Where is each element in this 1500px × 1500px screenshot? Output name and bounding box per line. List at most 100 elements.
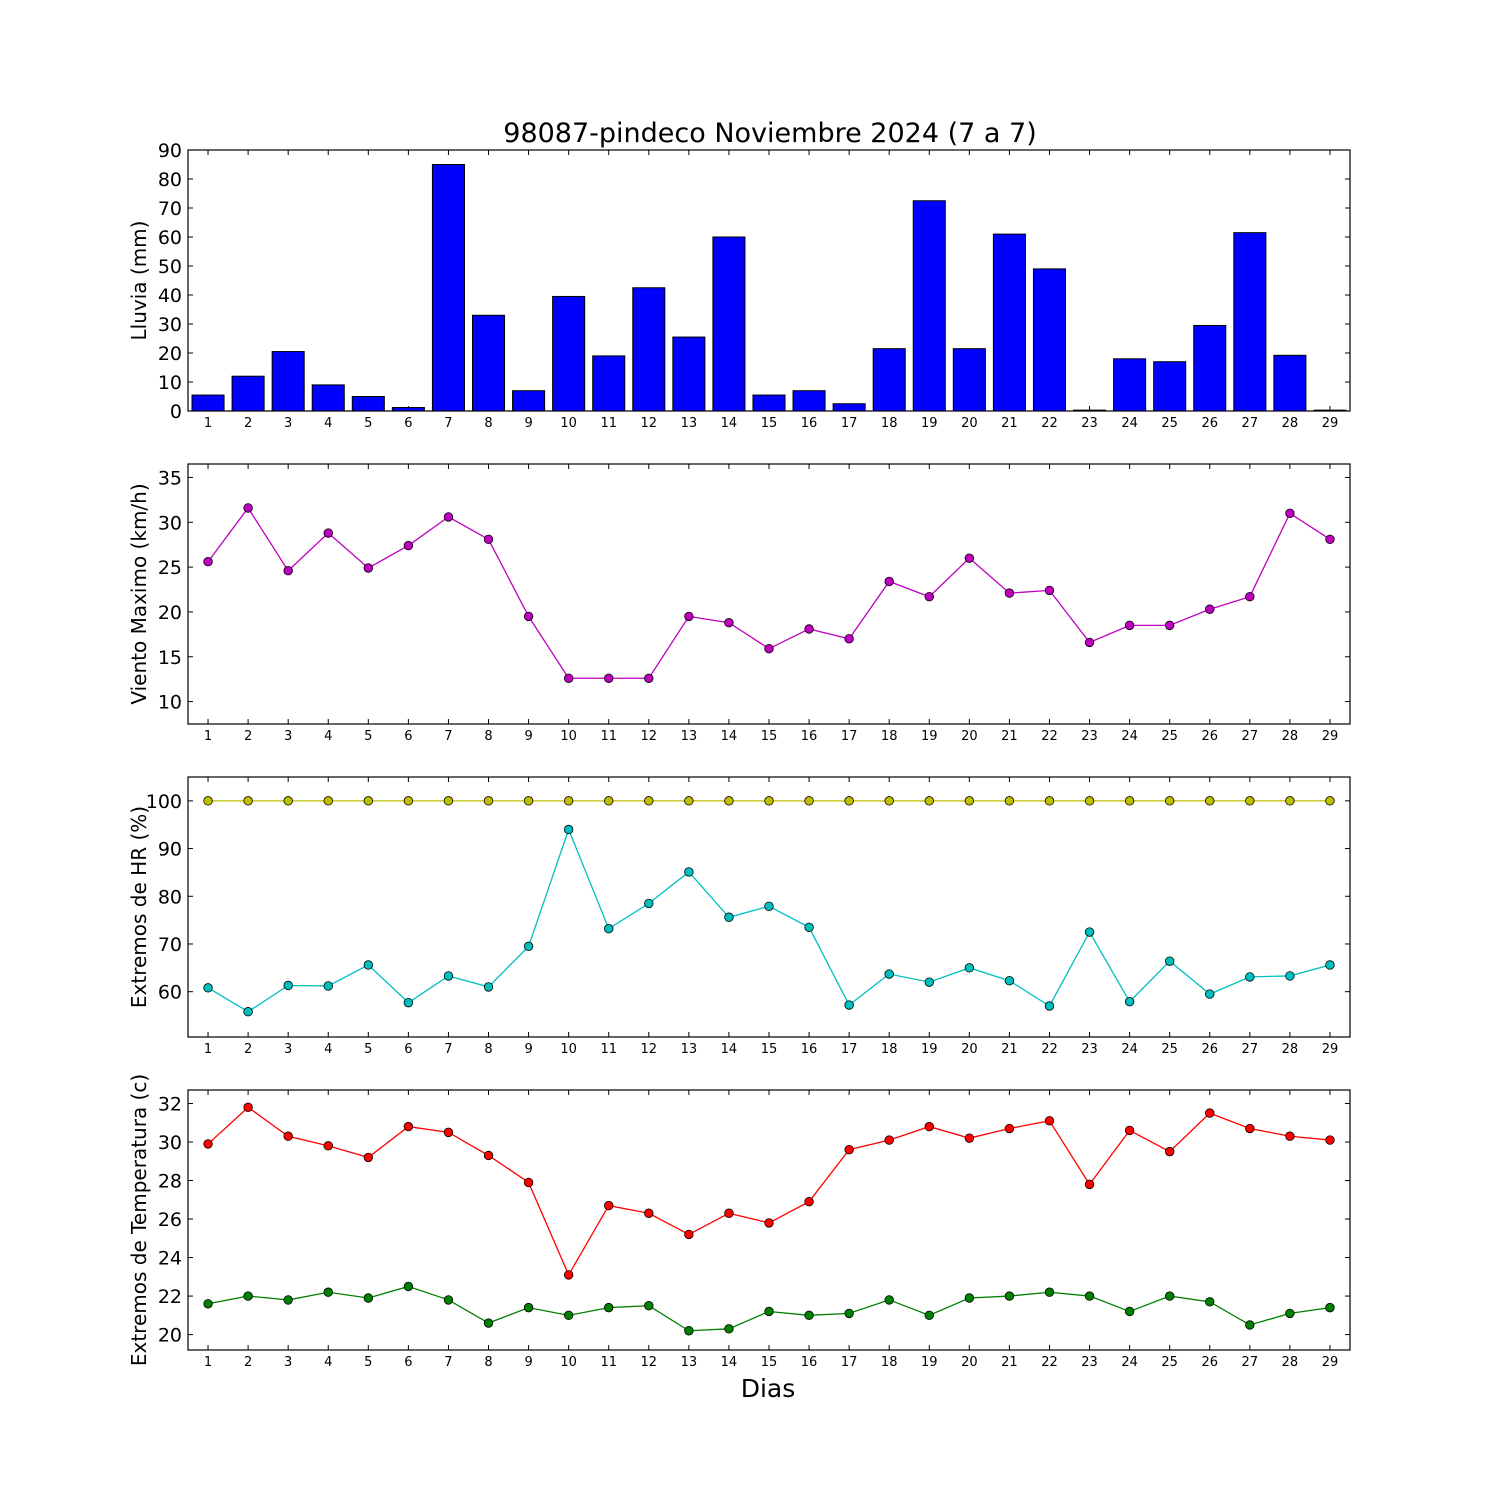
data-point: [323, 1287, 333, 1297]
data-point: [283, 796, 293, 806]
panel-4: 1 2 3 4 5 6 7 8 9 10 11 12 13 14 15 16 17 18 19 20 21 22 23 24 2…: [127, 1074, 1351, 1370]
x-tick-label: 21: [1001, 1355, 1018, 1370]
x-tick-label: 5: [364, 1355, 372, 1370]
data-point: [684, 1326, 694, 1336]
bar: [672, 336, 706, 412]
data-point: [1084, 1291, 1095, 1301]
data-point: [684, 796, 694, 806]
series-line-2: [207, 827, 1331, 1013]
data-point: [844, 1308, 854, 1319]
y-tick-label: 90: [158, 140, 182, 162]
x-tick-label: 22: [1041, 1355, 1058, 1370]
data-point: [844, 1145, 854, 1155]
x-tick-label: 23: [1081, 1042, 1098, 1057]
data-point: [1245, 796, 1255, 806]
data-point: [1205, 1108, 1215, 1118]
x-tick-label: 29: [1322, 729, 1339, 744]
y-tick-label: 100: [146, 791, 182, 813]
x-tick-label: 20: [961, 1042, 978, 1057]
x-tick-label: 26: [1201, 1355, 1218, 1370]
data-point: [403, 1121, 414, 1132]
panels: 1 2 3 4 5 6 7 8 9 10 11 12 13 14 15 16 17 18 19 20 21 22 23 24 2…: [127, 140, 1351, 1370]
data-point: [1044, 585, 1055, 596]
x-tick-label: 18: [881, 1355, 898, 1370]
x-tick-label: 14: [721, 729, 738, 744]
x-tick-label: 12: [641, 1355, 658, 1370]
y-tick-label: 70: [158, 198, 182, 220]
bar: [1233, 232, 1267, 412]
x-tick-label: 7: [444, 1355, 452, 1370]
data-point: [884, 1295, 894, 1305]
data-point: [323, 796, 333, 806]
x-tick-label: 23: [1081, 416, 1098, 431]
data-point: [283, 1131, 293, 1141]
x-tick-label: 28: [1282, 1355, 1299, 1370]
data-point: [764, 643, 774, 654]
data-point: [1164, 956, 1175, 966]
y-tick-label: 80: [158, 886, 182, 908]
data-point: [644, 1208, 654, 1218]
bar: [1193, 324, 1227, 412]
x-tick-label: 6: [404, 1042, 412, 1057]
data-point: [604, 673, 614, 683]
bar: [832, 403, 866, 412]
data-point: [1004, 1123, 1015, 1134]
data-point: [1245, 591, 1255, 602]
x-tick-label: 29: [1322, 1355, 1339, 1370]
x-tick-label: 2: [244, 1355, 252, 1370]
x-tick-label: 29: [1322, 416, 1339, 431]
data-point: [483, 1150, 494, 1161]
bar: [552, 295, 586, 412]
data-point: [804, 922, 814, 932]
bar: [431, 164, 465, 412]
bar: [271, 351, 305, 412]
data-point: [563, 1310, 574, 1321]
data-point: [644, 898, 654, 909]
x-tick-label: 4: [324, 729, 332, 744]
data-point: [684, 611, 694, 622]
data-point: [1164, 620, 1175, 631]
x-tick-label: 17: [841, 729, 858, 744]
x-tick-label: 1: [204, 729, 212, 744]
x-tick-label: 29: [1322, 1042, 1339, 1057]
data-point: [1044, 1001, 1055, 1011]
data-point: [924, 1310, 934, 1321]
x-tick-label: 10: [560, 416, 577, 431]
data-point: [884, 969, 894, 979]
x-tick-label: 9: [524, 729, 532, 744]
x-tick-label: 19: [921, 1042, 938, 1057]
x-tick-label: 12: [641, 729, 658, 744]
x-tick-label: 22: [1041, 729, 1058, 744]
x-tick-label: 2: [244, 1042, 252, 1057]
y-tick-label: 26: [158, 1209, 182, 1231]
y-tick-label: 10: [158, 692, 182, 714]
data-point: [724, 796, 734, 806]
data-point: [483, 1318, 494, 1328]
data-point: [1205, 796, 1215, 806]
x-tick-label: 24: [1121, 1355, 1138, 1370]
data-point: [884, 576, 894, 587]
data-point: [1245, 1123, 1255, 1134]
data-point: [483, 796, 494, 806]
data-point: [1164, 1146, 1175, 1157]
x-tick-label: 18: [881, 729, 898, 744]
chart-title: 98087-pindeco Noviembre 2024 (7 a 7): [503, 118, 1036, 149]
y-tick-label: 60: [158, 227, 182, 249]
data-point: [964, 553, 975, 563]
x-tick-label: 7: [444, 729, 452, 744]
data-point: [804, 796, 814, 806]
bar: [351, 396, 385, 412]
x-tick-label: 24: [1121, 729, 1138, 744]
x-tick-label: 6: [404, 416, 412, 431]
data-point: [283, 1295, 293, 1305]
data-point: [363, 563, 374, 573]
y-axis-label: Extremos de Temperatura (c): [127, 1074, 151, 1366]
data-point: [1004, 976, 1015, 986]
data-point: [764, 1218, 774, 1228]
data-point: [243, 796, 253, 806]
data-point: [563, 824, 574, 835]
data-point: [964, 796, 975, 806]
data-point: [644, 1301, 654, 1311]
data-point: [523, 1177, 534, 1188]
x-tick-label: 17: [841, 416, 858, 431]
